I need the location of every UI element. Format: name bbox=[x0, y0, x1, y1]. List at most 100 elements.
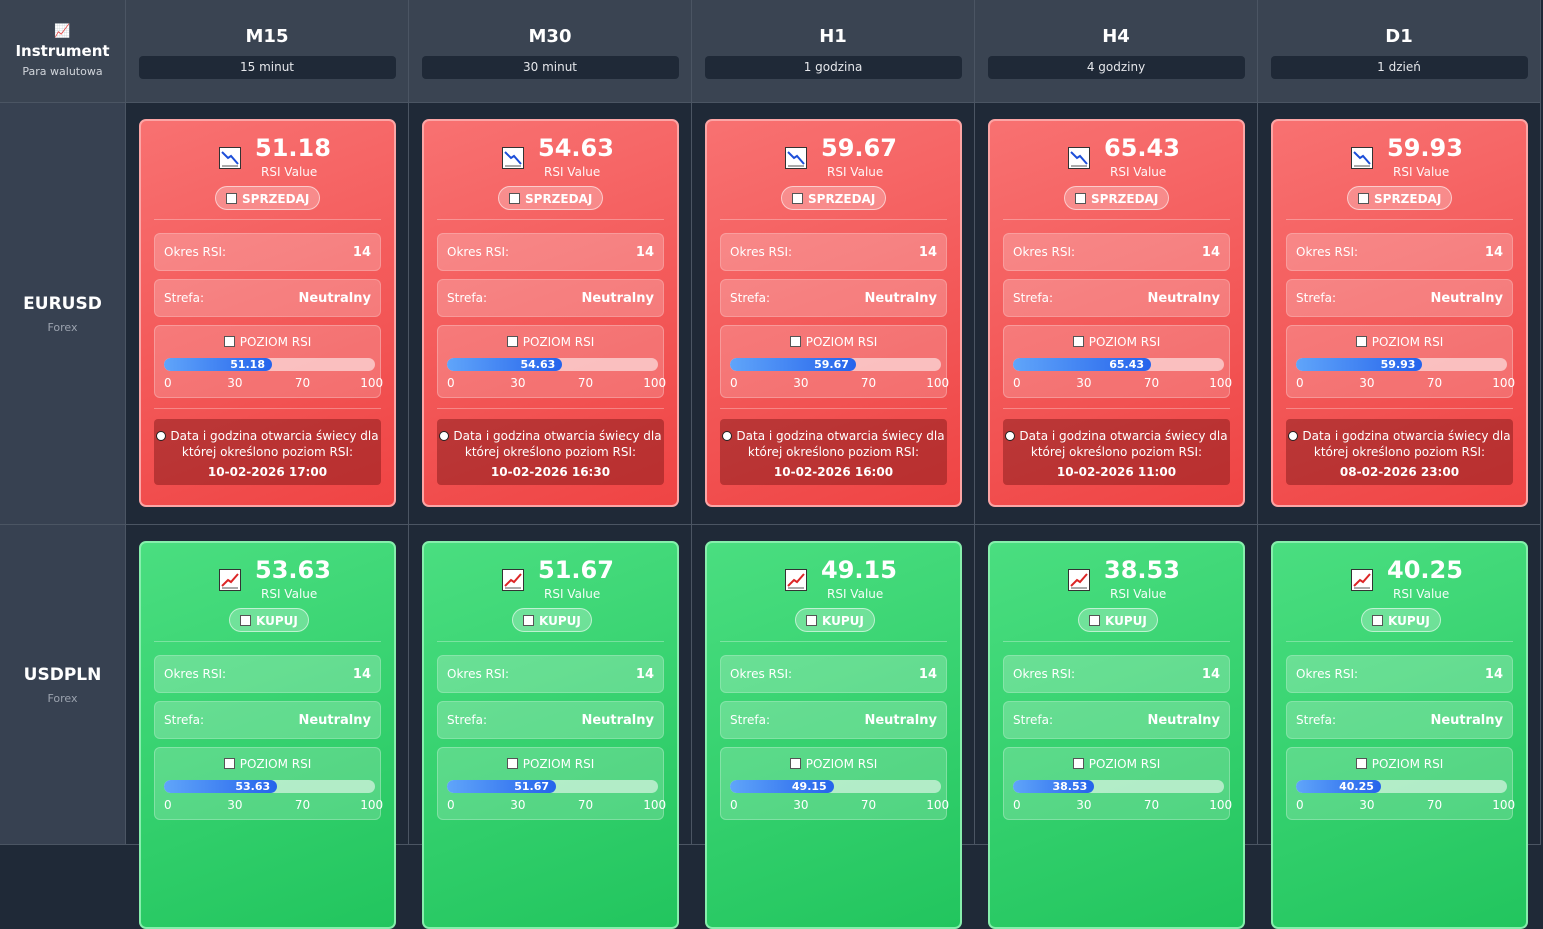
rsi-period-value: 14 bbox=[635, 666, 654, 682]
rsi-scale-tick: 0 bbox=[1296, 798, 1304, 812]
rsi-period-row: Okres RSI: 14 bbox=[1003, 233, 1230, 271]
rsi-card[interactable]: 51.18 RSI Value SPRZEDAJ Okres RSI: 14 Strefa… bbox=[139, 119, 396, 507]
rsi-progress-fill: 51.67 bbox=[447, 780, 557, 793]
candle-date-value: 10-02-2026 11:00 bbox=[1056, 465, 1177, 479]
rsi-zone-row: Strefa: Neutralny bbox=[720, 279, 947, 317]
rsi-scale-tick: 30 bbox=[510, 798, 526, 812]
rsi-scale-tick: 70 bbox=[1143, 376, 1160, 390]
rsi-level-label: POZIOM RSI bbox=[1371, 335, 1444, 349]
rsi-progress-fill: 38.53 bbox=[1013, 780, 1095, 793]
rsi-scale-tick: 30 bbox=[1076, 376, 1092, 390]
rsi-scale-tick: 0 bbox=[1013, 376, 1021, 390]
rsi-scale-tick: 100 bbox=[643, 376, 667, 390]
rsi-zone-value: Neutralny bbox=[864, 712, 937, 728]
rsi-zone-row: Strefa: Neutralny bbox=[1003, 701, 1230, 739]
rsi-period-label: Okres RSI: bbox=[1013, 245, 1076, 259]
rsi-card[interactable]: 51.67 RSI Value KUPUJ Okres RSI: 14 Strefa: Ne… bbox=[422, 541, 679, 929]
chart-icon bbox=[1355, 758, 1367, 769]
rsi-period-label: Okres RSI: bbox=[1013, 667, 1076, 681]
rsi-progress-value: 49.15 bbox=[791, 780, 827, 793]
rsi-card[interactable]: 65.43 RSI Value SPRZEDAJ Okres RSI: 14 Strefa… bbox=[988, 119, 1245, 507]
trend-up-icon bbox=[219, 569, 241, 591]
candle-date-value: 10-02-2026 17:00 bbox=[207, 465, 328, 479]
rsi-scale-tick: 30 bbox=[227, 798, 243, 812]
rsi-scale-tick: 70 bbox=[577, 376, 594, 390]
signal-badge: SPRZEDAJ bbox=[1064, 186, 1169, 210]
rsi-period-row: Okres RSI: 14 bbox=[154, 655, 381, 693]
instrument-header: 📈 Instrument Para walutowa bbox=[0, 0, 126, 103]
timeframe-name: M30 bbox=[528, 26, 572, 47]
rsi-scale-tick: 100 bbox=[926, 376, 950, 390]
timeframe-name: H1 bbox=[819, 26, 847, 47]
signal-badge: SPRZEDAJ bbox=[215, 186, 320, 210]
rsi-period-label: Okres RSI: bbox=[1296, 667, 1359, 681]
rsi-period-row: Okres RSI: 14 bbox=[437, 233, 664, 271]
rsi-progress-value: 53.63 bbox=[235, 780, 271, 793]
rsi-zone-row: Strefa: Neutralny bbox=[1286, 279, 1513, 317]
rsi-value: 51.18 bbox=[255, 134, 331, 162]
rsi-value: 51.67 bbox=[538, 556, 614, 584]
rsi-progress-fill: 49.15 bbox=[730, 780, 834, 793]
rsi-level-title: POZIOM RSI bbox=[155, 748, 380, 771]
signal-label: SPRZEDAJ bbox=[1374, 192, 1442, 206]
rsi-level-title: POZIOM RSI bbox=[721, 748, 946, 771]
signal-label: KUPUJ bbox=[1388, 614, 1430, 628]
rsi-period-value: 14 bbox=[918, 666, 937, 682]
rsi-zone-value: Neutralny bbox=[1147, 290, 1220, 306]
candle-date-text: Data i godzina otwarcia świecy dla które… bbox=[1302, 429, 1511, 459]
rsi-value-label: RSI Value bbox=[261, 165, 318, 179]
rsi-level-label: POZIOM RSI bbox=[239, 757, 312, 771]
clock-icon bbox=[1288, 431, 1299, 441]
candle-date-label: Data i godzina otwarcia świecy dla które… bbox=[1003, 428, 1230, 460]
trend-down-icon bbox=[785, 147, 807, 169]
instrument-type: Forex bbox=[47, 691, 78, 705]
trend-down-icon bbox=[1068, 147, 1090, 169]
timeframe-name: D1 bbox=[1385, 26, 1413, 47]
rsi-level-panel: POZIOM RSI 38.53 0 30 70 100 bbox=[1003, 747, 1232, 820]
trend-up-icon bbox=[1351, 569, 1373, 591]
rsi-value-label: RSI Value bbox=[544, 165, 601, 179]
rsi-value-label: RSI Value bbox=[827, 165, 884, 179]
rsi-value: 59.67 bbox=[821, 134, 897, 162]
rsi-period-value: 14 bbox=[1484, 244, 1503, 260]
rsi-value: 59.93 bbox=[1387, 134, 1463, 162]
rsi-card[interactable]: 54.63 RSI Value SPRZEDAJ Okres RSI: 14 Strefa… bbox=[422, 119, 679, 507]
rsi-value-label: RSI Value bbox=[1393, 587, 1450, 601]
rsi-card[interactable]: 38.53 RSI Value KUPUJ Okres RSI: 14 Strefa: Ne… bbox=[988, 541, 1245, 929]
rsi-value-label: RSI Value bbox=[1110, 165, 1167, 179]
signal-badge: SPRZEDAJ bbox=[781, 186, 886, 210]
signal-label: SPRZEDAJ bbox=[242, 192, 310, 206]
timeframe-name: M15 bbox=[245, 26, 289, 47]
rsi-card[interactable]: 59.93 RSI Value SPRZEDAJ Okres RSI: 14 Strefa… bbox=[1271, 119, 1528, 507]
timeframe-header-h1: H1 1 godzina bbox=[692, 0, 975, 103]
rsi-level-panel: POZIOM RSI 59.93 0 30 70 100 bbox=[1286, 325, 1515, 398]
rsi-progress-bar: 59.67 bbox=[730, 358, 941, 371]
candle-date-box: Data i godzina otwarcia świecy dla które… bbox=[720, 419, 947, 485]
rsi-card[interactable]: 49.15 RSI Value KUPUJ Okres RSI: 14 Strefa: Ne… bbox=[705, 541, 962, 929]
rsi-card[interactable]: 59.67 RSI Value SPRZEDAJ Okres RSI: 14 Strefa… bbox=[705, 119, 962, 507]
rsi-cell: 51.18 RSI Value SPRZEDAJ Okres RSI: 14 Strefa… bbox=[126, 103, 409, 525]
clock-icon bbox=[1005, 431, 1016, 441]
candle-date-box: Data i godzina otwarcia świecy dla które… bbox=[154, 419, 381, 485]
trend-up-icon bbox=[1068, 569, 1090, 591]
rsi-period-value: 14 bbox=[352, 666, 371, 682]
rsi-cell: 53.63 RSI Value KUPUJ Okres RSI: 14 Strefa: Ne… bbox=[126, 525, 409, 929]
timeframe-description: 1 dzień bbox=[1270, 56, 1528, 79]
rsi-value-label: RSI Value bbox=[261, 587, 318, 601]
trend-up-icon bbox=[523, 615, 534, 626]
rsi-zone-value: Neutralny bbox=[1430, 290, 1503, 306]
instrument-type: Forex bbox=[47, 320, 78, 334]
rsi-progress-value: 59.93 bbox=[1380, 358, 1416, 371]
rsi-value-label: RSI Value bbox=[827, 587, 884, 601]
signal-label: KUPUJ bbox=[1105, 614, 1147, 628]
rsi-progress-value: 51.67 bbox=[514, 780, 550, 793]
rsi-zone-row: Strefa: Neutralny bbox=[437, 701, 664, 739]
chart-icon bbox=[223, 336, 235, 347]
rsi-card[interactable]: 40.25 RSI Value KUPUJ Okres RSI: 14 Strefa: Ne… bbox=[1271, 541, 1528, 929]
trend-down-icon bbox=[1351, 147, 1373, 169]
rsi-card[interactable]: 53.63 RSI Value KUPUJ Okres RSI: 14 Strefa: Ne… bbox=[139, 541, 396, 929]
rsi-period-label: Okres RSI: bbox=[1296, 245, 1359, 259]
trend-up-icon bbox=[240, 615, 251, 626]
rsi-card-header: 53.63 RSI Value KUPUJ bbox=[154, 543, 381, 642]
instrument-header-title: Instrument bbox=[15, 42, 110, 60]
